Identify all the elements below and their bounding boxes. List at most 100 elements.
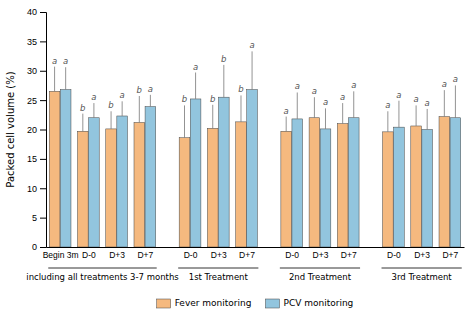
legend-swatch bbox=[157, 299, 171, 308]
y-tick-label: 25 bbox=[27, 96, 37, 106]
letter-label: a bbox=[148, 84, 153, 94]
letter-label: b bbox=[108, 100, 113, 110]
bar bbox=[450, 118, 461, 247]
y-tick-mark bbox=[40, 41, 46, 42]
x-tick: D-0 bbox=[82, 247, 96, 260]
legend: Fever monitoring PCV monitoring bbox=[157, 298, 354, 308]
error-bar bbox=[342, 103, 343, 124]
bar bbox=[247, 90, 258, 247]
letter-label: a bbox=[249, 40, 254, 50]
x-tick: D+3 bbox=[109, 247, 125, 260]
bar bbox=[106, 129, 117, 247]
letter-label: a bbox=[284, 106, 289, 116]
letter-label: a bbox=[396, 90, 401, 100]
y-tick: 20 bbox=[27, 125, 46, 135]
group-underline bbox=[280, 268, 360, 269]
error-bar bbox=[286, 117, 287, 132]
marks bbox=[49, 51, 460, 247]
letter-label: b bbox=[238, 84, 243, 94]
letter-label: a bbox=[425, 98, 430, 108]
x-tick-label: D-0 bbox=[82, 250, 96, 260]
y-tick-mark bbox=[40, 71, 46, 72]
legend-label: PCV monitoring bbox=[283, 298, 353, 308]
letter-label: a bbox=[413, 94, 418, 104]
y-tick: 10 bbox=[27, 184, 46, 194]
chart-container: 0510152025303540Begin 3mD-0D+3D+7D-0D+3D… bbox=[0, 0, 474, 329]
bar bbox=[236, 122, 247, 247]
error-bar bbox=[139, 96, 140, 122]
bar bbox=[281, 131, 292, 247]
x-tick-label: D-0 bbox=[285, 250, 299, 260]
letter-label: a bbox=[323, 97, 328, 107]
error-bar bbox=[314, 97, 315, 118]
x-tick-label: D+3 bbox=[414, 250, 430, 260]
bar bbox=[89, 118, 100, 247]
bar bbox=[292, 119, 303, 247]
bar bbox=[117, 116, 128, 247]
x-axis: Begin 3mD-0D+3D+7D-0D+3D+7D-0D+3D+7D-0D+… bbox=[43, 247, 465, 260]
error-bar bbox=[416, 105, 417, 126]
error-bar bbox=[184, 105, 185, 137]
x-tick-label: D+7 bbox=[442, 250, 458, 260]
letter-label: a bbox=[312, 86, 317, 96]
series bbox=[49, 67, 449, 247]
legend-label: Fever monitoring bbox=[175, 298, 252, 308]
error-bar bbox=[82, 114, 83, 132]
x-tick: D+7 bbox=[341, 247, 357, 260]
x-tick-label: D+7 bbox=[137, 250, 153, 260]
group-label: 2nd Treatment bbox=[289, 272, 352, 282]
group-label: 1st Treatment bbox=[189, 272, 249, 282]
bar bbox=[309, 118, 320, 247]
y-tick-mark bbox=[40, 159, 46, 160]
error-bar bbox=[240, 95, 241, 121]
error-bar bbox=[150, 95, 151, 107]
error-bar bbox=[353, 91, 354, 117]
legend-item: Fever monitoring bbox=[157, 298, 252, 308]
y-tick-label: 10 bbox=[27, 184, 37, 194]
legend-swatch bbox=[265, 299, 279, 308]
x-tick: D-0 bbox=[387, 247, 401, 260]
y-axis-line bbox=[40, 13, 47, 248]
error-bar bbox=[54, 67, 55, 92]
y-tick: 15 bbox=[27, 154, 46, 164]
y-tick-mark bbox=[40, 130, 46, 131]
letter-label: b bbox=[221, 54, 226, 64]
bar bbox=[348, 118, 359, 247]
bar bbox=[439, 117, 450, 247]
y-tick: 5 bbox=[32, 213, 46, 223]
letter-label: a bbox=[385, 100, 390, 110]
letter-label: b bbox=[137, 85, 142, 95]
error-bar bbox=[297, 92, 298, 118]
group-underline bbox=[382, 268, 462, 269]
y-axis: 0510152025303540 bbox=[27, 7, 47, 252]
letter-label: b bbox=[210, 94, 215, 104]
series bbox=[60, 51, 460, 247]
y-tick-mark bbox=[40, 247, 46, 248]
group-underline bbox=[178, 268, 258, 269]
y-tick: 40 bbox=[27, 7, 46, 17]
bar bbox=[394, 127, 405, 247]
error-bar bbox=[93, 103, 94, 118]
bar bbox=[60, 90, 71, 247]
bar bbox=[219, 97, 230, 247]
group-underline bbox=[48, 268, 156, 269]
bar bbox=[411, 126, 422, 247]
y-tick-label: 30 bbox=[27, 66, 37, 76]
x-tick: D+3 bbox=[211, 247, 227, 260]
letter-label: a bbox=[340, 92, 345, 102]
letter-label: a bbox=[442, 79, 447, 89]
y-tick-mark bbox=[40, 188, 46, 189]
letter-label: a bbox=[120, 90, 125, 100]
error-bar bbox=[455, 85, 456, 117]
y-tick-mark bbox=[40, 218, 46, 219]
category-groups: including all treatments 3-7 months1st T… bbox=[26, 268, 461, 282]
y-tick-mark bbox=[40, 12, 46, 13]
y-tick-label: 5 bbox=[32, 213, 37, 223]
error-bar bbox=[444, 90, 445, 116]
letter-label: b bbox=[182, 94, 187, 104]
error-bar bbox=[427, 109, 428, 130]
y-tick: 25 bbox=[27, 96, 46, 106]
letter-label: a bbox=[351, 80, 356, 90]
bar bbox=[134, 122, 145, 247]
letter-label: a bbox=[193, 62, 198, 72]
